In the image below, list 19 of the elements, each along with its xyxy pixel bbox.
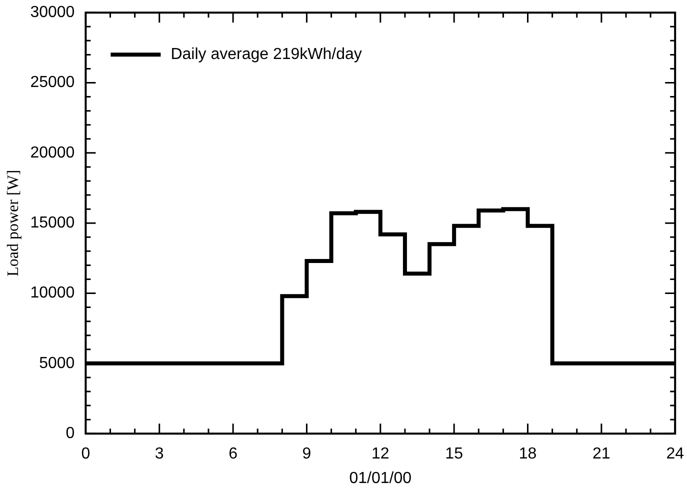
y-tick-label: 30000 [30, 4, 75, 22]
legend-label: Daily average 219kWh/day [170, 46, 362, 64]
x-tick-label: 24 [666, 446, 684, 463]
x-tick-label: 12 [372, 446, 390, 463]
y-tick-label: 20000 [30, 144, 75, 162]
y-tick-label: 25000 [30, 74, 75, 92]
x-tick-label: 15 [445, 446, 464, 463]
x-tick-label: 18 [518, 446, 537, 463]
y-tick-label: 15000 [30, 214, 75, 232]
x-tick-label: 21 [592, 446, 610, 463]
x-tick-label: 9 [302, 446, 312, 463]
x-axis-title: 01/01/00 [349, 470, 412, 487]
y-tick-label: 0 [66, 425, 75, 442]
x-tick-label: 3 [154, 446, 164, 463]
y-tick-label: 5000 [39, 354, 75, 372]
y-tick-label: 10000 [30, 284, 75, 302]
x-tick-label: 0 [81, 446, 90, 463]
x-tick-label: 6 [228, 446, 238, 463]
y-axis-title: Load power [W] [4, 170, 22, 276]
